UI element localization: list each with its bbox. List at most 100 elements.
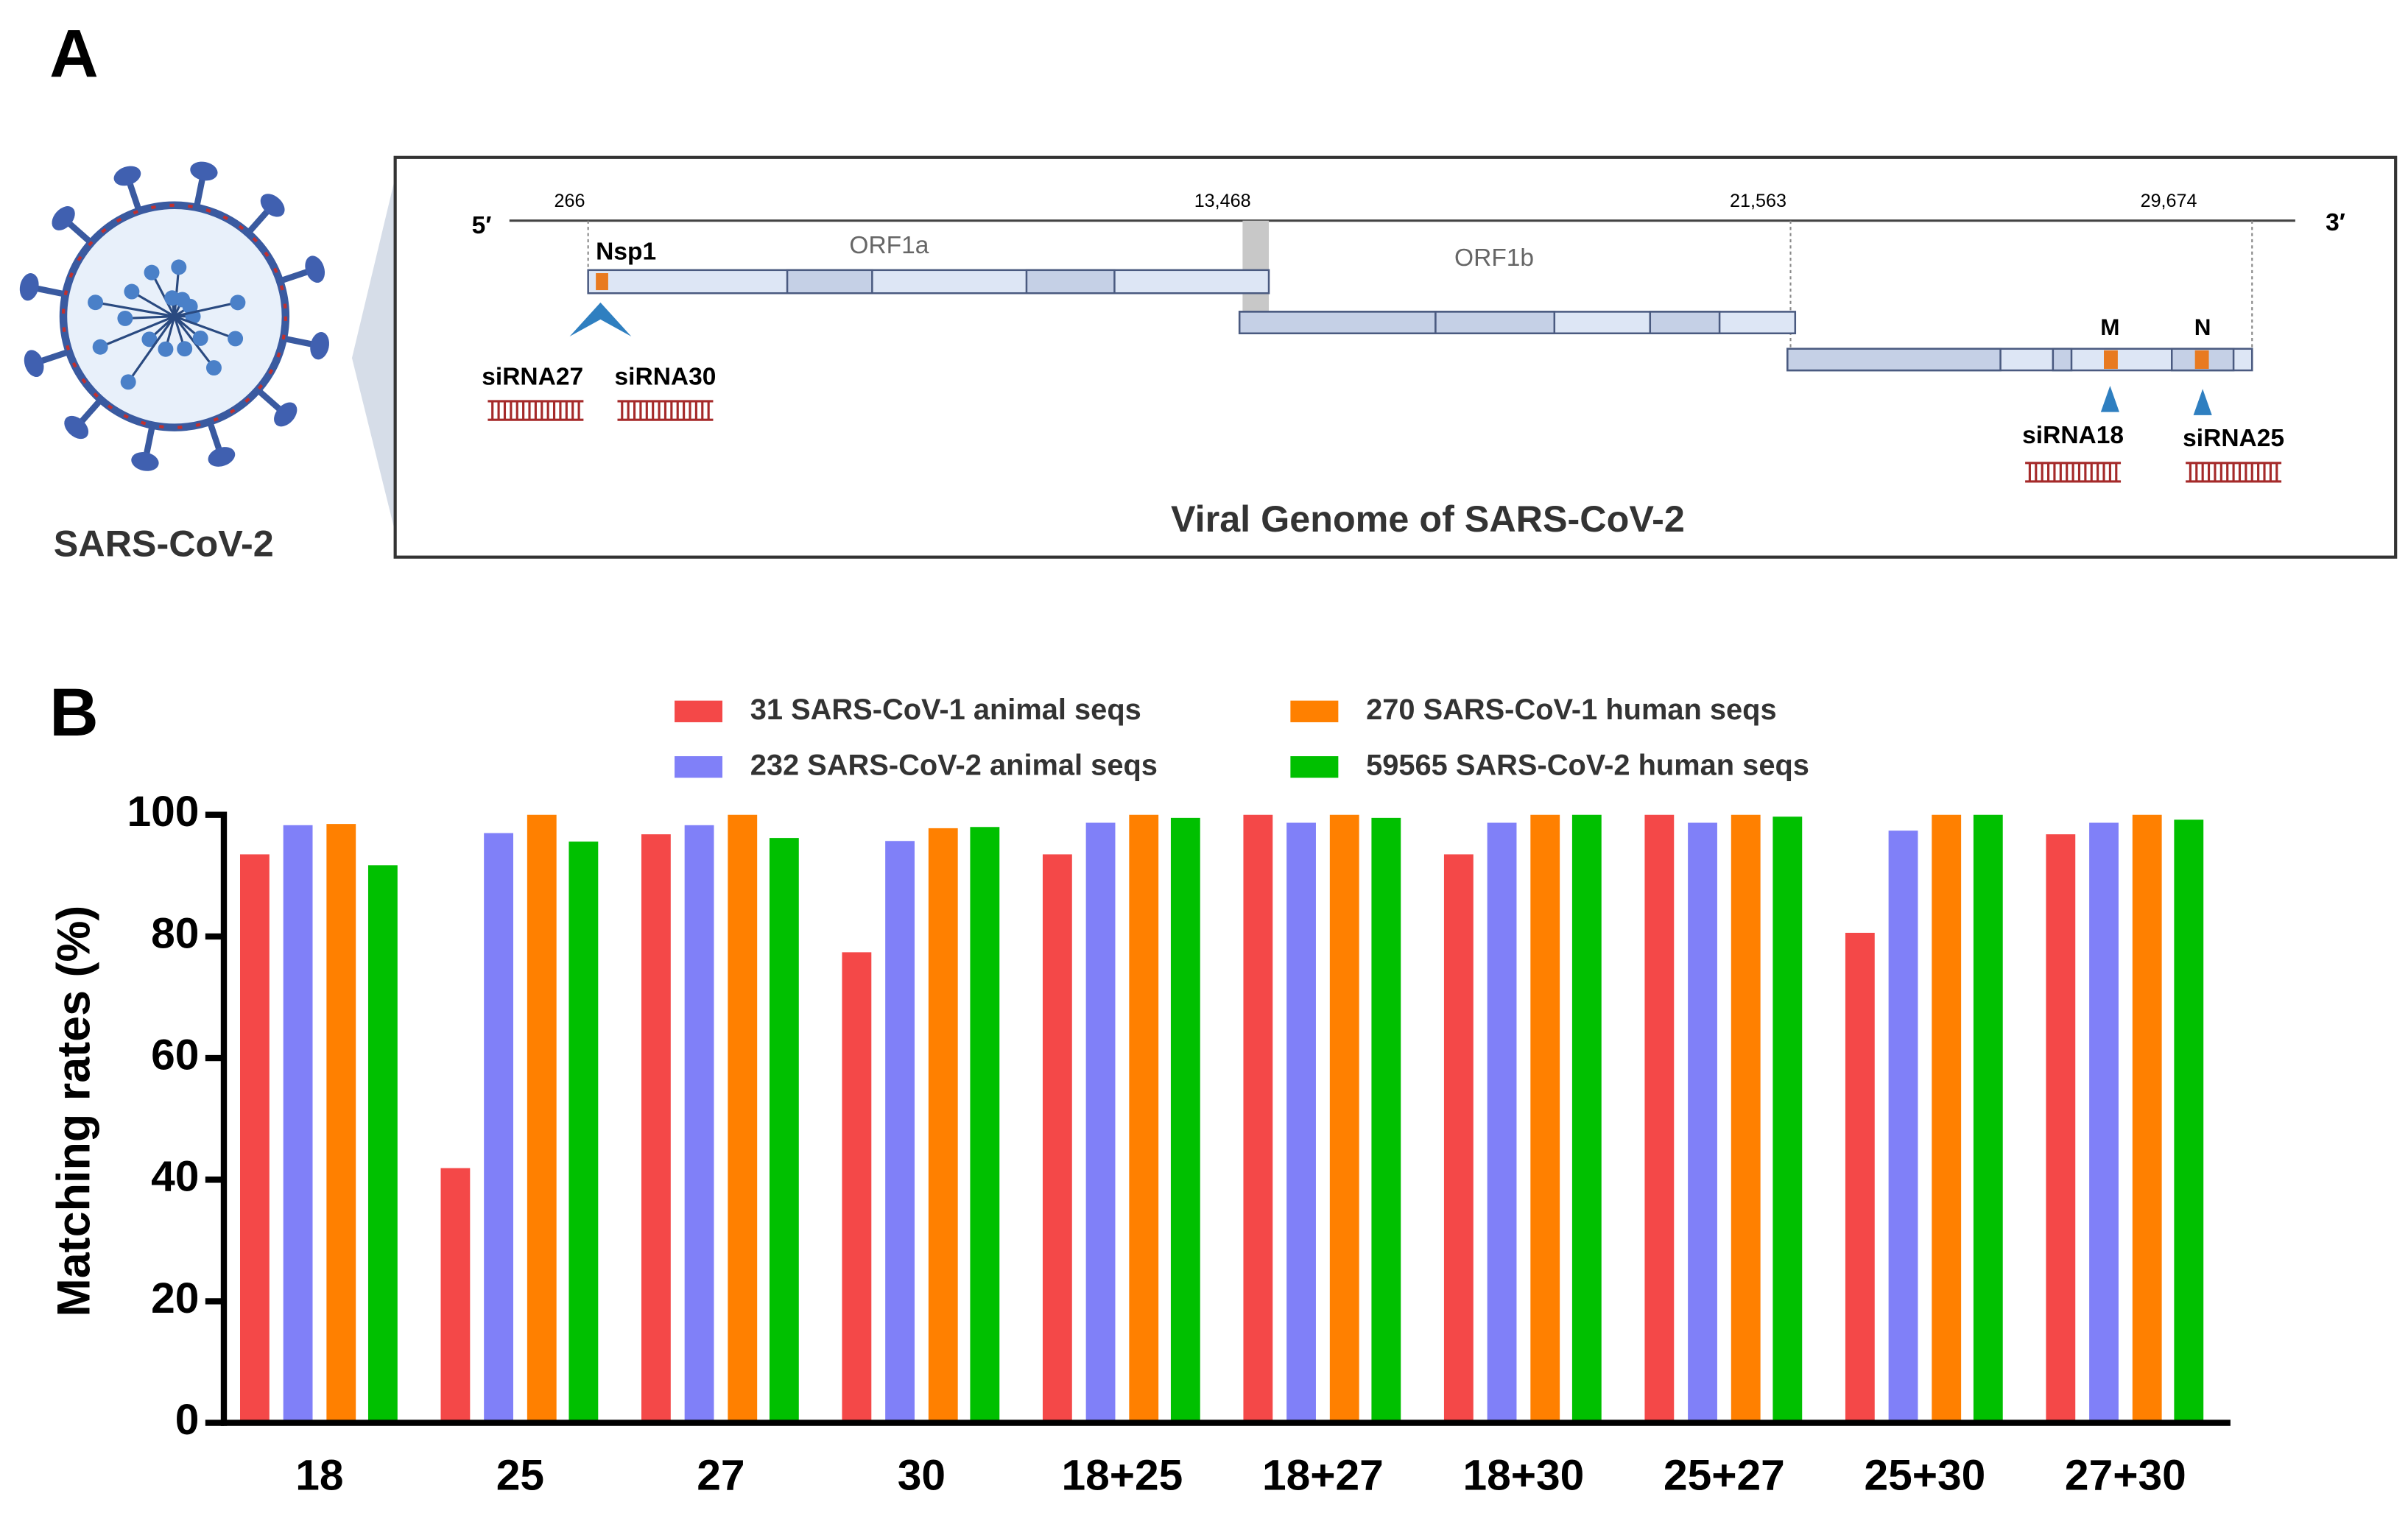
gene-label: N: [2194, 314, 2211, 340]
bar: [928, 828, 958, 1423]
target-arrow: [2193, 389, 2212, 415]
protein: [228, 331, 244, 347]
y-tick-label: 40: [151, 1153, 199, 1201]
sirna-icon: [2186, 462, 2282, 483]
bar: [484, 833, 514, 1423]
y-tick-label: 80: [151, 909, 199, 957]
bar: [1329, 814, 1359, 1423]
legend-label: 59565 SARS-CoV-2 human seqs: [1366, 749, 1809, 781]
panel-label: A: [49, 15, 99, 91]
bar: [1487, 822, 1517, 1423]
bar: [1042, 854, 1072, 1423]
sirna-icon: [2025, 462, 2122, 483]
position-label: 13,468: [1194, 191, 1251, 211]
y-axis-label: Matching rates (%): [48, 906, 99, 1317]
bar: [1170, 817, 1200, 1423]
y-tick-label: 0: [175, 1396, 200, 1444]
bar: [1688, 822, 1717, 1423]
bar: [1772, 817, 1803, 1423]
protein: [124, 283, 140, 300]
x-tick-label: 25+27: [1664, 1452, 1785, 1500]
x-tick-label: 18+30: [1462, 1452, 1584, 1500]
bar: [283, 825, 313, 1423]
spike-head: [310, 332, 330, 360]
spike-head: [19, 273, 39, 301]
bar: [1571, 814, 1602, 1423]
spike-head: [24, 350, 44, 378]
genome-box: [393, 155, 2398, 559]
bar: [641, 834, 671, 1423]
rna: [174, 301, 239, 318]
bar: [568, 842, 599, 1423]
rna: [127, 315, 176, 383]
gene-label: M: [2100, 314, 2119, 340]
legend-swatch: [675, 756, 723, 778]
bar: [2089, 822, 2119, 1423]
rna: [99, 315, 175, 348]
rna: [124, 315, 175, 320]
bar: [1371, 817, 1401, 1423]
y-tick-label: 100: [127, 788, 200, 836]
protein: [92, 339, 108, 355]
sirna-label: siRNA18: [2022, 422, 2124, 449]
bar: [527, 814, 557, 1423]
membrane: [61, 203, 287, 429]
protein: [192, 330, 208, 346]
bar: [1530, 814, 1560, 1423]
x-tick-label: 18+25: [1061, 1452, 1183, 1500]
spike-head: [52, 206, 75, 230]
target-arrow: [2100, 386, 2119, 412]
sirna-label: siRNA25: [2183, 425, 2284, 452]
bar: [440, 1168, 471, 1423]
bar: [1644, 814, 1675, 1423]
legend-label: 31 SARS-CoV-1 animal seqs: [750, 694, 1141, 726]
y-tick-label: 60: [151, 1031, 199, 1079]
sirna-icon: [487, 400, 584, 421]
bar: [1731, 814, 1761, 1423]
rna: [150, 272, 176, 317]
bar: [1932, 814, 1962, 1423]
bar: [2132, 814, 2162, 1423]
gene-label: ORF1b: [1454, 244, 1534, 272]
bar: [1845, 932, 1875, 1423]
spike-head: [260, 194, 285, 217]
bar: [842, 952, 872, 1423]
protein: [158, 341, 174, 357]
sirna-label: siRNA27: [482, 363, 583, 390]
sirna-label: siRNA30: [615, 363, 717, 390]
position-label: 21,563: [1730, 191, 1786, 211]
zoom-wedge: [351, 177, 395, 533]
bar: [970, 827, 1000, 1423]
x-tick-label: 27+30: [2065, 1452, 2186, 1500]
protein: [88, 295, 104, 311]
targets: [596, 273, 2209, 369]
bar: [684, 825, 714, 1423]
protein: [230, 295, 246, 311]
bar: [1085, 822, 1116, 1423]
position-label: 266: [555, 191, 585, 211]
spike-head: [64, 415, 89, 440]
virus-label: SARS-CoV-2: [54, 522, 274, 564]
x-tick-label: 27: [697, 1452, 744, 1500]
spike-head: [208, 447, 236, 467]
protein: [171, 259, 187, 275]
legend-label: 270 SARS-CoV-1 human seqs: [1366, 694, 1777, 726]
bar: [326, 824, 356, 1423]
bar: [2174, 819, 2204, 1423]
rna: [131, 290, 175, 318]
gene-label: Nsp1: [596, 239, 656, 266]
x-tick-label: 25: [496, 1452, 544, 1500]
x-tick-label: 30: [898, 1452, 946, 1500]
bar: [2046, 834, 2076, 1423]
bar: [1973, 814, 2003, 1423]
rna: [174, 315, 236, 340]
bar: [367, 865, 398, 1423]
bar: [769, 838, 799, 1423]
x-tick-label: 18: [295, 1452, 343, 1500]
y-tick-label: 20: [151, 1274, 199, 1322]
spike-head: [190, 161, 218, 181]
panel-label: B: [49, 674, 99, 750]
protein: [117, 310, 133, 326]
x-tick-label: 18+27: [1262, 1452, 1384, 1500]
